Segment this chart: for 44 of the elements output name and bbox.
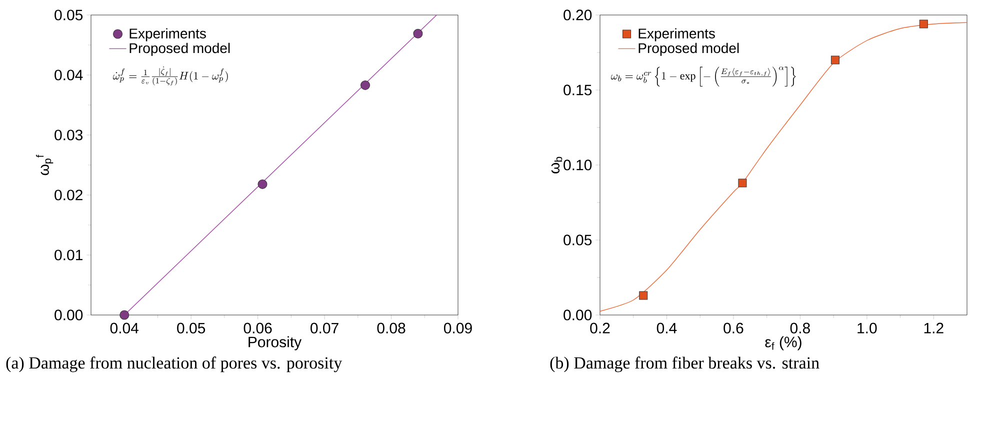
- legend-label: Experiments: [638, 28, 715, 42]
- point: [830, 56, 840, 64]
- x-tick-label: 0.07: [310, 322, 338, 334]
- text: (b) Damage from fiber breaks vs. strain: [550, 356, 820, 372]
- y-tick-label: 0.02: [54, 190, 82, 200]
- annotation: $\omega_b=\omega_b^{cr}\left\{1-\exp\left[-\left(\frac{E_f\langle\varepsilon_f-\varepsilon_{th,f}\rangle}{\sigma_*}\right)^{\alpha}\right]\right\}$: [611, 66, 796, 87]
- y-tick-label: 0.00: [564, 310, 592, 320]
- y-tick-label: 0.05: [54, 10, 83, 20]
- annotation: $\dot{\omega}_p^f=\frac{1}{\varepsilon_v}\frac{|\dot{\zeta}_f|}{(1-\zeta_f)}H(1-\omega_p^f)$: [113, 66, 228, 86]
- y-tick-label: 0.10: [564, 160, 592, 170]
- x-tick-label: 0.05: [177, 322, 206, 334]
- legend-label: Experiments: [130, 28, 206, 42]
- point: [738, 178, 747, 188]
- x-tick-label: 0.09: [444, 322, 472, 334]
- x-tick-label: 0.2: [590, 322, 610, 334]
- x-tick-label: 0.04: [110, 322, 139, 334]
- legend-label: Proposed model: [638, 42, 739, 56]
- y-axis-title: ω$_{b}$: [551, 156, 562, 174]
- y-tick-label: 0.15: [564, 84, 592, 96]
- x-tick-label: 0.08: [377, 322, 406, 334]
- y-tick-label: 0.01: [54, 250, 82, 260]
- y-tick-label: 0.03: [54, 130, 83, 140]
- x-tick-label: 0.6: [724, 322, 744, 334]
- point: [120, 310, 130, 320]
- y-tick-label: 0.04: [54, 70, 83, 80]
- legend-label: Proposed model: [130, 42, 230, 56]
- x-axis-title: Porosity: [248, 336, 302, 350]
- text: (a) Damage from nucleation of pores vs. porosity: [6, 356, 342, 372]
- point: [360, 80, 370, 90]
- x-tick-label: 1.2: [924, 322, 944, 334]
- x-axis-title: ε$_{f}$ (%): [765, 336, 802, 350]
- y-axis-title: ω$_{p}$f: [36, 154, 54, 176]
- x-tick-label: 1.0: [858, 322, 877, 334]
- point: [919, 20, 928, 28]
- x-tick-label: 0.06: [244, 322, 272, 334]
- y-tick-label: 0.20: [564, 10, 592, 20]
- line-series: [600, 22, 968, 312]
- y-tick-label: 0.05: [564, 234, 592, 246]
- x-tick-label: 0.4: [656, 322, 677, 334]
- x-tick-label: 0.8: [790, 322, 810, 334]
- point: [639, 291, 648, 300]
- y-tick-label: 0.00: [54, 310, 83, 320]
- point: [413, 28, 423, 38]
- point: [258, 179, 268, 189]
